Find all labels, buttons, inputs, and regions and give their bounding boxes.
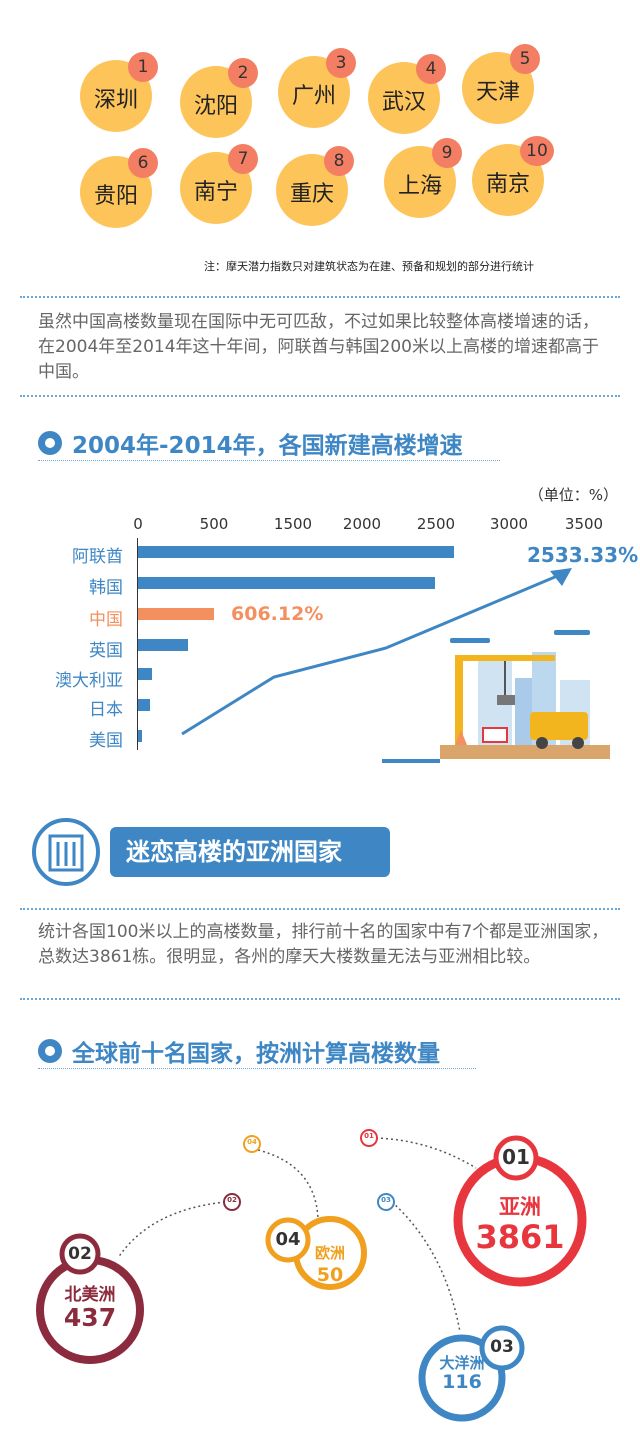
rank-badge: 10 [520,136,554,166]
city-name: 广州 [291,84,336,109]
banner-title: 迷恋高楼的亚洲国家 [110,827,390,877]
tick-3000: 3000 [489,515,529,533]
marker-namerica: 02 [227,1196,237,1204]
divider [20,998,620,1000]
city-badge-2: 沈阳 2 [180,58,258,138]
city-badge-7: 南宁 7 [180,144,258,224]
bar-英国 [138,639,188,651]
bar-label: 英国 [89,641,123,661]
marker-oceania: 03 [381,1196,391,1204]
bullet-icon [38,431,62,455]
bar-韩国 [138,577,436,589]
city-name: 重庆 [289,182,334,207]
rank-badge: 4 [416,54,446,84]
city-badge-1: 深圳 1 [80,52,158,132]
divider [20,908,620,910]
asia-value: 3861 [475,1218,565,1256]
city-name: 沈阳 [193,94,238,119]
data-label-china: 606.12% [231,603,324,625]
divider [20,395,620,397]
rank-badge: 5 [510,44,540,74]
tick-2000: 2000 [342,515,382,533]
intro-paragraph: 虽然中国高楼数量现在国际中无可匹敌，不过如果比较整体高楼增速的话，在2004年至… [38,312,599,382]
city-name: 南宁 [193,180,238,205]
oceania-value: 116 [442,1371,482,1393]
namerica-name: 北美洲 [64,1285,116,1305]
data-label-uae: 2533.33% [527,543,639,567]
title-underline [38,460,500,461]
city-badge-4: 武汉 4 [368,54,446,134]
divider [20,296,620,298]
footnote: 注：摩天潜力指数只对建筑状态为在建、预备和规划的部分进行统计 [204,260,534,273]
rank-badge: 7 [228,144,258,174]
rank-badge: 9 [432,138,462,168]
bar-中国 [138,608,214,620]
section-title: 2004年-2014年，各国新建高楼增速 [72,433,463,459]
building-icon [32,818,100,886]
europe-value: 50 [316,1264,344,1286]
tick-1500: 1500 [273,515,313,533]
city-name: 贵阳 [93,184,138,209]
oceania-rank: 03 [490,1337,514,1357]
bar-label: 澳大利亚 [55,671,123,691]
rank-badge: 3 [326,48,356,78]
city-badge-3: 广州 3 [278,48,356,128]
asia-rank: 01 [502,1145,530,1169]
bar-美国 [138,730,142,742]
city-badge-10: 南京 10 [472,136,554,216]
bar-label: 中国 [89,610,123,630]
namerica-value: 437 [63,1303,117,1332]
tick-3500: 3500 [564,515,604,533]
city-badge-6: 贵阳 6 [80,148,158,228]
tick-2500: 2500 [416,515,456,533]
bar-澳大利亚 [138,668,152,680]
europe-rank: 04 [275,1229,301,1250]
tick-500: 500 [199,515,229,533]
bar-阿联酋 [138,546,455,558]
city-badge-8: 重庆 8 [276,146,354,226]
city-name: 上海 [397,174,442,199]
europe-name: 欧洲 [314,1244,345,1262]
section-title: 全球前十名国家，按洲计算高楼数量 [72,1041,440,1067]
city-badge-9: 上海 9 [384,138,462,218]
chart-unit: （单位：%） [528,486,618,504]
city-name: 天津 [475,80,520,105]
marker-asia: 01 [364,1132,374,1140]
city-name: 武汉 [381,90,426,115]
asia-name: 亚洲 [499,1195,541,1219]
rank-badge: 8 [324,146,354,176]
tick-0: 0 [133,515,143,533]
y-axis-line [137,538,138,750]
bar-label: 日本 [89,700,123,720]
title-underline [38,1068,476,1069]
bar-label: 韩国 [89,578,123,598]
bar-label: 阿联酋 [72,547,123,567]
construction-illustration [181,568,610,763]
oceania-name: 大洋洲 [439,1354,485,1372]
marker-europe: 04 [247,1138,257,1146]
bar-label: 美国 [89,731,123,751]
bullet-icon [38,1039,62,1063]
rank-badge: 2 [228,58,258,88]
namerica-rank: 02 [68,1244,92,1264]
rank-badge: 6 [128,148,158,178]
city-badge-5: 天津 5 [462,44,540,124]
section-paragraph: 统计各国100米以上的高楼数量，排行前十名的国家中有7个都是亚洲国家，总数达38… [38,922,609,967]
city-name: 深圳 [93,88,138,113]
bar-日本 [138,699,150,711]
rank-badge: 1 [128,52,158,82]
city-name: 南京 [485,172,530,197]
bubble-connectors [36,1129,587,1422]
